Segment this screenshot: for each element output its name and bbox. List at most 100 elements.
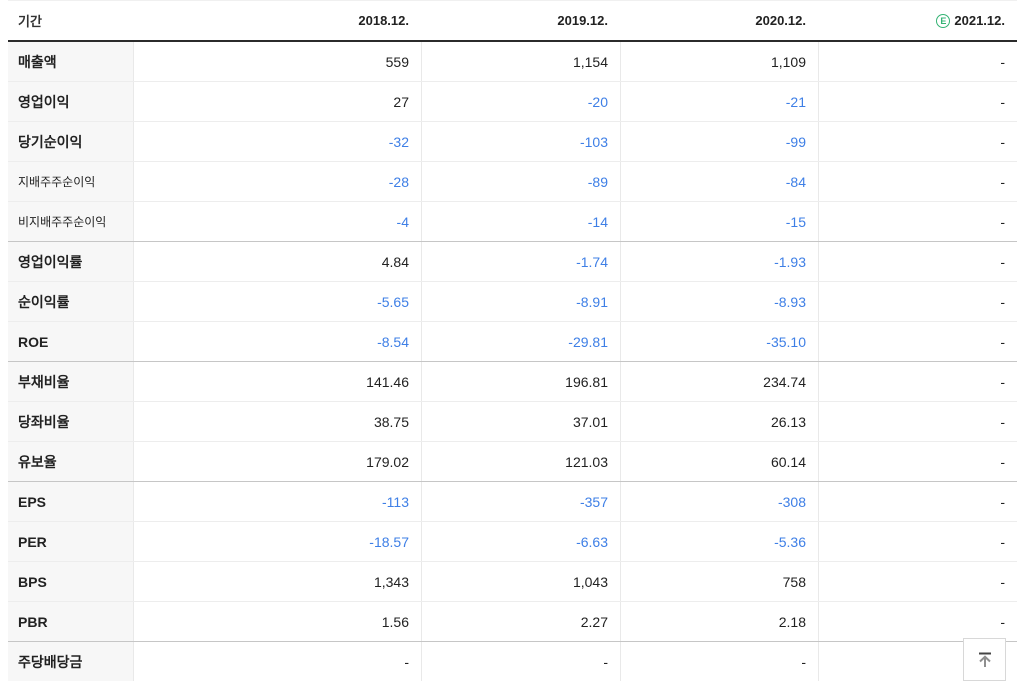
cell-value: 1,343 bbox=[133, 562, 421, 601]
cell-value: 559 bbox=[133, 42, 421, 81]
cell-value: 2.18 bbox=[620, 602, 818, 641]
cell-value: -99 bbox=[620, 122, 818, 161]
cell-value: -29.81 bbox=[421, 322, 620, 361]
cell-value: -8.54 bbox=[133, 322, 421, 361]
row-label: PBR bbox=[8, 602, 133, 641]
table-row: EPS -113 -357 -308 - bbox=[8, 481, 1017, 521]
table-row: 지배주주순이익 -28 -89 -84 - bbox=[8, 161, 1017, 201]
cell-value: - bbox=[818, 242, 1017, 281]
cell-value: - bbox=[818, 482, 1017, 521]
row-label: 유보율 bbox=[8, 442, 133, 481]
cell-value: 196.81 bbox=[421, 362, 620, 401]
cell-value: -5.36 bbox=[620, 522, 818, 561]
table-row: 유보율 179.02 121.03 60.14 - bbox=[8, 441, 1017, 481]
cell-value: 4.84 bbox=[133, 242, 421, 281]
cell-value: -84 bbox=[620, 162, 818, 201]
cell-value: -5.65 bbox=[133, 282, 421, 321]
cell-value: - bbox=[818, 322, 1017, 361]
cell-value: 26.13 bbox=[620, 402, 818, 441]
cell-value: 60.14 bbox=[620, 442, 818, 481]
cell-value: -103 bbox=[421, 122, 620, 161]
cell-value: 179.02 bbox=[133, 442, 421, 481]
cell-value: 234.74 bbox=[620, 362, 818, 401]
table-row: 부채비율 141.46 196.81 234.74 - bbox=[8, 361, 1017, 401]
col-header-2020: 2020.12. bbox=[755, 13, 806, 28]
row-label: 주당배당금 bbox=[8, 642, 133, 681]
cell-value: - bbox=[818, 362, 1017, 401]
cell-value: - bbox=[818, 122, 1017, 161]
cell-value: 121.03 bbox=[421, 442, 620, 481]
cell-value: 1,154 bbox=[421, 42, 620, 81]
cell-value: - bbox=[818, 82, 1017, 121]
table-row: 비지배주주순이익 -4 -14 -15 - bbox=[8, 201, 1017, 241]
cell-value: 1.56 bbox=[133, 602, 421, 641]
cell-value: 2.27 bbox=[421, 602, 620, 641]
cell-value: -4 bbox=[133, 202, 421, 241]
table-row: 매출액 559 1,154 1,109 - bbox=[8, 42, 1017, 81]
row-label: 당기순이익 bbox=[8, 122, 133, 161]
cell-value: -21 bbox=[620, 82, 818, 121]
cell-value: -35.10 bbox=[620, 322, 818, 361]
cell-value: - bbox=[818, 522, 1017, 561]
cell-value: -8.91 bbox=[421, 282, 620, 321]
cell-value: 27 bbox=[133, 82, 421, 121]
table-header-row: 기간 2018.12. 2019.12. 2020.12. E 2021.12. bbox=[8, 1, 1017, 42]
row-label: 영업이익률 bbox=[8, 242, 133, 281]
cell-value: - bbox=[818, 562, 1017, 601]
cell-value: 37.01 bbox=[421, 402, 620, 441]
table-row: 영업이익 27 -20 -21 - bbox=[8, 81, 1017, 121]
cell-value: -18.57 bbox=[133, 522, 421, 561]
cell-value: - bbox=[818, 402, 1017, 441]
cell-value: 758 bbox=[620, 562, 818, 601]
row-label: 비지배주주순이익 bbox=[8, 202, 133, 241]
cell-value: - bbox=[818, 202, 1017, 241]
cell-value: 1,043 bbox=[421, 562, 620, 601]
table-row: 순이익률 -5.65 -8.91 -8.93 - bbox=[8, 281, 1017, 321]
row-label: PER bbox=[8, 522, 133, 561]
table-row: 영업이익률 4.84 -1.74 -1.93 - bbox=[8, 241, 1017, 281]
cell-value: - bbox=[133, 642, 421, 681]
row-label: 순이익률 bbox=[8, 282, 133, 321]
table-row: PBR 1.56 2.27 2.18 - bbox=[8, 601, 1017, 641]
row-label: 매출액 bbox=[8, 42, 133, 81]
cell-value: - bbox=[421, 642, 620, 681]
cell-value: - bbox=[818, 602, 1017, 641]
table-row: 당좌비율 38.75 37.01 26.13 - bbox=[8, 401, 1017, 441]
row-label: 영업이익 bbox=[8, 82, 133, 121]
cell-value: - bbox=[818, 282, 1017, 321]
table-row: 당기순이익 -32 -103 -99 - bbox=[8, 121, 1017, 161]
estimate-badge-icon: E bbox=[936, 13, 951, 28]
cell-value: -8.93 bbox=[620, 282, 818, 321]
cell-value: -15 bbox=[620, 202, 818, 241]
cell-value: -14 bbox=[421, 202, 620, 241]
row-label: 당좌비율 bbox=[8, 402, 133, 441]
table-row: PER -18.57 -6.63 -5.36 - bbox=[8, 521, 1017, 561]
row-label: EPS bbox=[8, 482, 133, 521]
cell-value: - bbox=[818, 162, 1017, 201]
row-label: BPS bbox=[8, 562, 133, 601]
cell-value: -28 bbox=[133, 162, 421, 201]
col-header-2019: 2019.12. bbox=[557, 13, 608, 28]
cell-value: -1.93 bbox=[620, 242, 818, 281]
table-row: ROE -8.54 -29.81 -35.10 - bbox=[8, 321, 1017, 361]
financial-summary-table: 기간 2018.12. 2019.12. 2020.12. E 2021.12.… bbox=[8, 0, 1017, 681]
col-header-2021-estimate: E 2021.12. bbox=[818, 1, 1017, 40]
col-header-2021-label: 2021.12. bbox=[954, 13, 1005, 28]
cell-value: -1.74 bbox=[421, 242, 620, 281]
scroll-to-top-button[interactable] bbox=[963, 638, 1006, 681]
row-label: 부채비율 bbox=[8, 362, 133, 401]
cell-value: -20 bbox=[421, 82, 620, 121]
cell-value: 1,109 bbox=[620, 42, 818, 81]
period-header: 기간 bbox=[18, 14, 42, 29]
cell-value: -113 bbox=[133, 482, 421, 521]
table-row: 주당배당금 - - - - bbox=[8, 641, 1017, 681]
cell-value: - bbox=[818, 42, 1017, 81]
row-label: ROE bbox=[8, 322, 133, 361]
cell-value: -89 bbox=[421, 162, 620, 201]
cell-value: - bbox=[818, 442, 1017, 481]
cell-value: -6.63 bbox=[421, 522, 620, 561]
cell-value: 141.46 bbox=[133, 362, 421, 401]
cell-value: -357 bbox=[421, 482, 620, 521]
col-header-2018: 2018.12. bbox=[358, 13, 409, 28]
cell-value: 38.75 bbox=[133, 402, 421, 441]
